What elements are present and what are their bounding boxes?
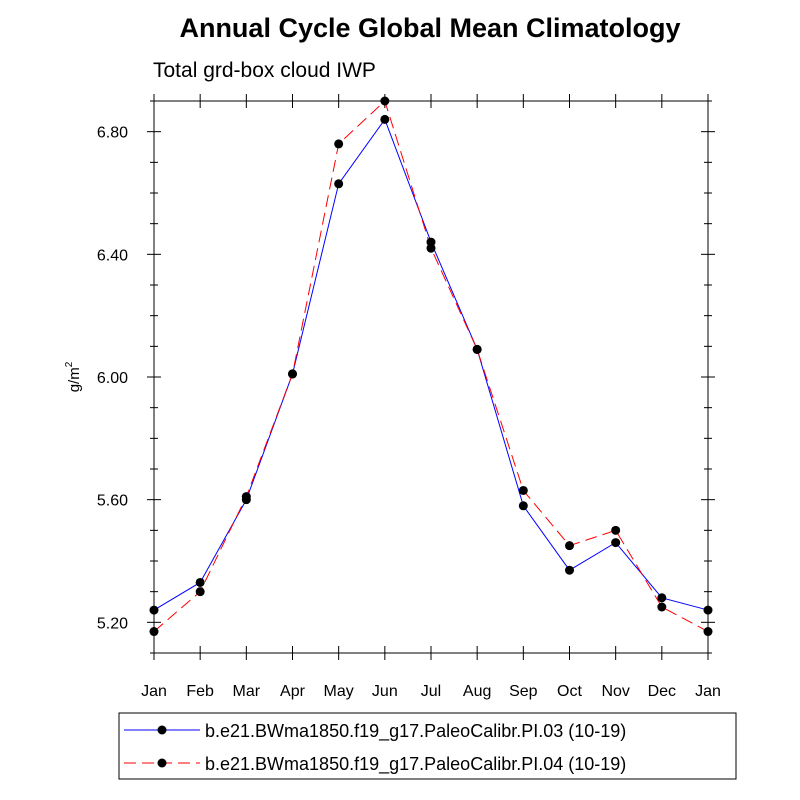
legend-marker-series-1 <box>157 758 167 768</box>
data-point-series-1 <box>565 541 574 551</box>
legend-label-series-1: b.e21.BWma1850.f19_g17.PaleoCalibr.PI.04… <box>205 754 626 775</box>
data-point-series-1 <box>241 492 251 502</box>
data-point-series-0 <box>334 179 344 189</box>
data-point-series-1 <box>288 369 297 379</box>
y-axis-label: g/m2 <box>64 361 83 392</box>
data-point-series-1 <box>472 344 482 354</box>
y-axis-label-text: g/m <box>66 367 83 392</box>
x-tick-label: Feb <box>186 683 214 700</box>
chart-subtitle: Total grd-box cloud IWP <box>153 59 376 82</box>
data-point-series-1 <box>149 627 159 637</box>
x-tick-label: Aug <box>463 683 491 700</box>
series-lines <box>149 96 713 637</box>
legend-marker-series-0 <box>157 725 167 735</box>
x-tick-label: Nov <box>601 683 629 700</box>
x-tick-label: Jun <box>372 683 398 700</box>
data-point-series-0 <box>518 501 528 511</box>
legend-box <box>118 712 737 780</box>
y-tick-label: 6.80 <box>97 125 128 142</box>
x-tick-label: Jul <box>421 683 441 700</box>
data-point-series-1 <box>703 627 713 637</box>
data-point-series-0 <box>703 605 713 615</box>
data-point-series-1 <box>195 587 205 597</box>
y-tick-label: 5.20 <box>97 615 128 632</box>
data-point-series-0 <box>657 593 667 603</box>
data-point-series-0 <box>565 565 574 575</box>
chart-title: Annual Cycle Global Mean Climatology <box>179 13 680 43</box>
x-tick-label: Oct <box>557 683 582 700</box>
data-point-series-0 <box>149 605 159 615</box>
x-tick-label: Dec <box>648 683 676 700</box>
axis-ticks: Jan Feb Mar Apr May Jun Jul Aug Sep Oct Nov Dec Jan 5… <box>97 94 721 700</box>
legend-label-series-0: b.e21.BWma1850.f19_g17.PaleoCalibr.PI.03… <box>205 721 626 742</box>
y-tick-label: 6.00 <box>97 370 128 387</box>
x-tick-label: Mar <box>233 683 261 700</box>
x-tick-label: May <box>324 683 354 700</box>
y-axis-label-superscript: 2 <box>64 361 75 367</box>
data-point-series-1 <box>380 96 390 106</box>
data-point-series-0 <box>380 114 390 124</box>
x-tick-label: Apr <box>280 683 306 700</box>
legend: b.e21.BWma1850.f19_g17.PaleoCalibr.PI.03… <box>118 712 737 780</box>
series-line-0 <box>153 118 709 611</box>
data-point-series-1 <box>611 525 621 535</box>
series-line-1 <box>153 100 709 632</box>
plot-frame <box>153 100 709 654</box>
data-point-series-0 <box>195 577 205 587</box>
x-tick-label: Sep <box>509 683 538 700</box>
x-tick-label: Jan <box>141 683 167 700</box>
data-point-series-1 <box>334 139 344 149</box>
data-point-series-1 <box>426 243 436 253</box>
y-tick-label: 5.60 <box>97 493 128 510</box>
x-tick-label: Jan <box>695 683 721 700</box>
data-point-series-0 <box>611 538 621 548</box>
data-point-series-1 <box>657 602 667 612</box>
data-point-series-1 <box>518 485 528 495</box>
y-tick-label: 6.40 <box>97 247 128 264</box>
